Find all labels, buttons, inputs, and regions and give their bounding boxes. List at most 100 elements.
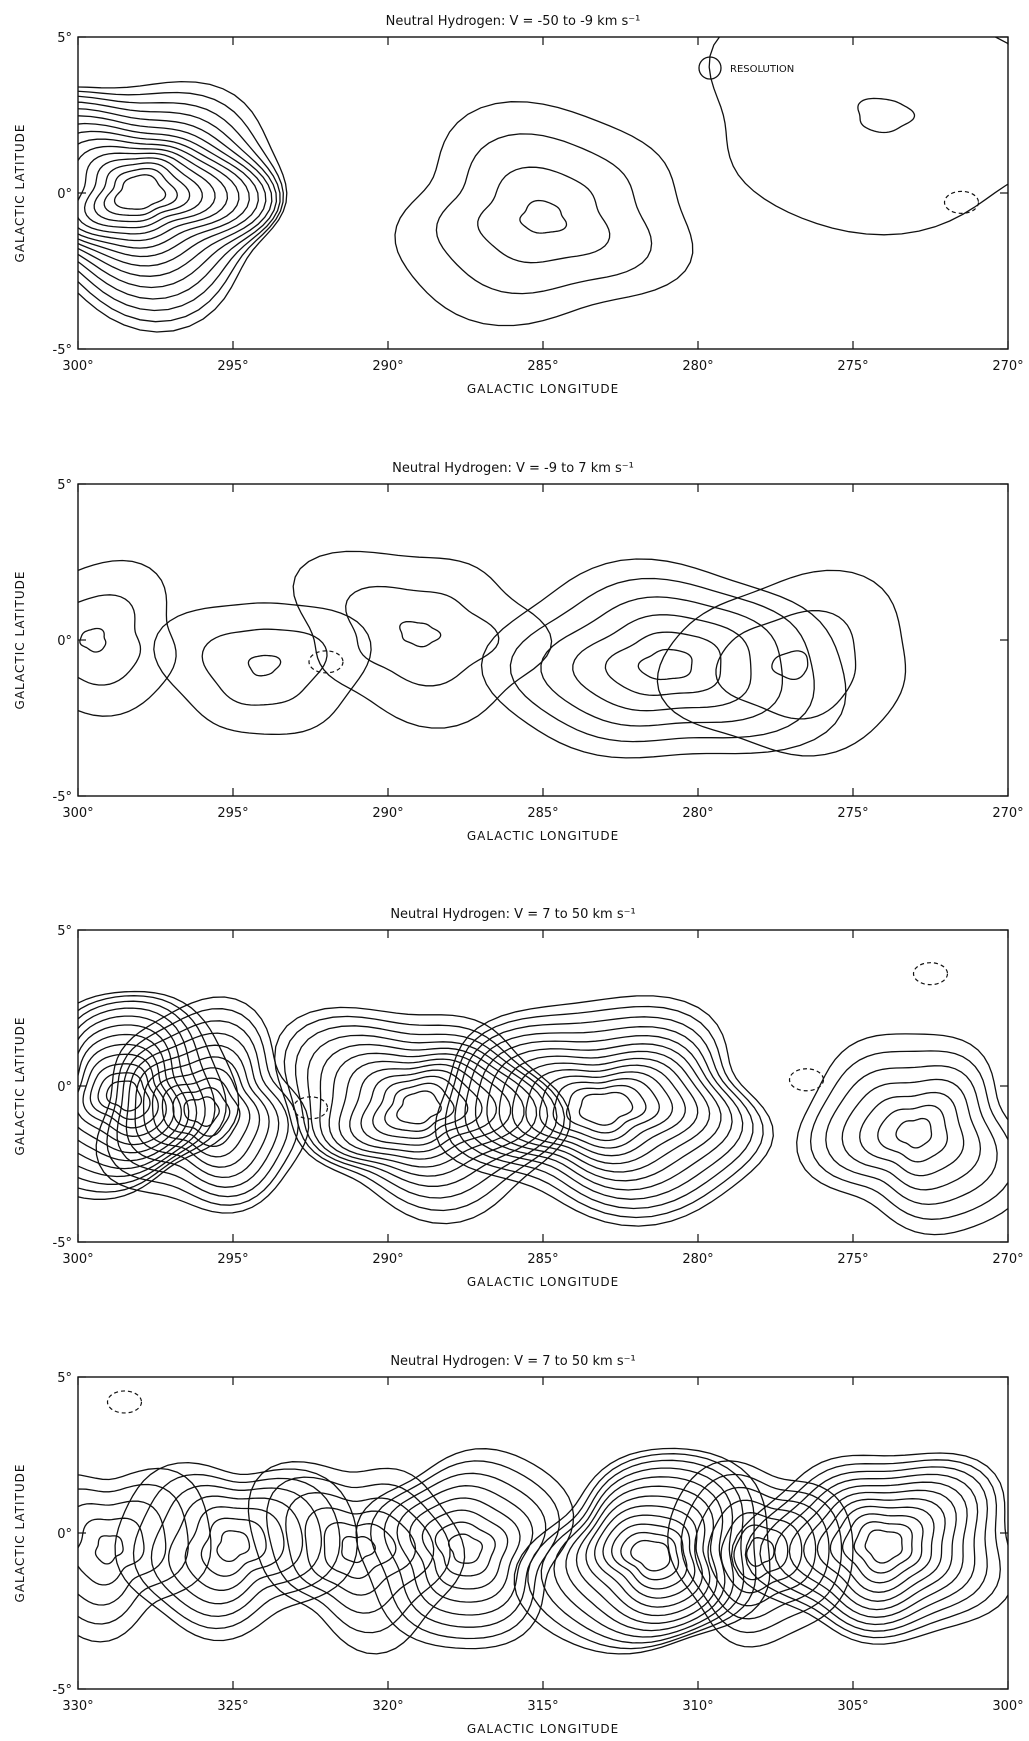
- x-tick-label: 280°: [682, 1252, 713, 1267]
- contour-line: [720, 1512, 803, 1594]
- y-tick-label: -5°: [53, 1236, 72, 1251]
- contour-line: [578, 1091, 634, 1126]
- y-tick-label: -5°: [53, 1683, 72, 1698]
- x-tick-label: 295°: [217, 1252, 248, 1267]
- contour-line: [247, 1461, 466, 1655]
- contour-line: [103, 167, 178, 217]
- contour-line: [565, 1084, 647, 1134]
- contour-line: [201, 628, 328, 706]
- contour-line: [877, 1104, 949, 1163]
- contour-line: [78, 115, 267, 277]
- x-axis-label: GALACTIC LONGITUDE: [467, 1275, 619, 1289]
- contour-line: [78, 559, 177, 717]
- negative-contour: [788, 1068, 825, 1092]
- contour-line: [216, 1530, 251, 1563]
- contour-line: [78, 990, 240, 1200]
- contour-line: [134, 1044, 270, 1179]
- contour-line: [604, 631, 722, 696]
- contour-line: [355, 1448, 575, 1650]
- contour-line: [132, 1473, 341, 1630]
- contour-line: [394, 101, 694, 327]
- contour-line: [540, 596, 784, 727]
- contour-line: [93, 162, 191, 223]
- contour-line: [78, 1015, 198, 1170]
- contour-line: [161, 1077, 241, 1148]
- y-tick-label: 5°: [57, 31, 72, 46]
- contour-line: [895, 1117, 933, 1149]
- contour-line: [285, 1492, 435, 1614]
- x-tick-label: 325°: [217, 1699, 248, 1714]
- x-tick-label: 290°: [372, 359, 403, 374]
- y-tick-label: 0°: [57, 1080, 72, 1095]
- contour-line: [370, 1460, 560, 1640]
- contour-line: [168, 1495, 304, 1605]
- x-axis-label: GALACTIC LONGITUDE: [467, 1722, 619, 1736]
- contour-line: [680, 1473, 843, 1634]
- negative-contour: [912, 962, 949, 986]
- y-axis-label: GALACTIC LATITUDE: [13, 571, 27, 710]
- x-tick-label: 310°: [682, 1699, 713, 1714]
- contour-line: [83, 157, 203, 229]
- contour-line: [150, 1484, 323, 1618]
- contour-line: [809, 1050, 1008, 1220]
- panel-title: Neutral Hydrogen: V = 7 to 50 km s⁻¹: [390, 1354, 635, 1369]
- y-tick-label: 5°: [57, 924, 72, 939]
- contour-line: [172, 1087, 231, 1137]
- contour-line: [306, 1034, 549, 1187]
- x-tick-label: 275°: [837, 806, 868, 821]
- contour-line: [565, 1476, 726, 1632]
- x-tick-label: 290°: [372, 1252, 403, 1267]
- contour-line: [113, 174, 167, 210]
- contour-line: [486, 1043, 722, 1182]
- contour-line: [338, 1058, 512, 1160]
- contour-line: [864, 1529, 903, 1564]
- contour-line: [841, 1513, 924, 1584]
- panel-title: Neutral Hydrogen: V = 7 to 50 km s⁻¹: [390, 907, 635, 922]
- y-tick-label: -5°: [53, 343, 72, 358]
- x-tick-label: 270°: [992, 806, 1023, 821]
- contour-line: [78, 145, 229, 242]
- contour-line: [78, 1500, 167, 1606]
- contour-line: [341, 1535, 376, 1564]
- contour-line: [816, 1498, 946, 1602]
- contour-line: [78, 594, 142, 686]
- x-axis-label: GALACTIC LONGITUDE: [467, 829, 619, 843]
- y-axis-label: GALACTIC LATITUDE: [13, 1464, 27, 1603]
- contour-line: [553, 1467, 735, 1638]
- contour-line: [796, 1033, 1008, 1236]
- contour-line: [78, 1007, 206, 1178]
- x-tick-label: 285°: [527, 806, 558, 821]
- contour-line: [519, 199, 568, 234]
- x-tick-label: 280°: [682, 806, 713, 821]
- x-tick-label: 275°: [837, 1252, 868, 1267]
- x-tick-label: 285°: [527, 1252, 558, 1267]
- contour-line: [78, 130, 250, 258]
- contour-line: [540, 1459, 745, 1644]
- contour-line: [602, 1514, 696, 1599]
- contour-line: [372, 1075, 469, 1140]
- contour-line: [294, 1025, 558, 1199]
- contour-line: [788, 1481, 968, 1618]
- contour-line: [78, 1517, 145, 1586]
- negative-contour: [106, 1390, 143, 1414]
- contour-line: [774, 1473, 979, 1626]
- contour-line: [434, 1521, 496, 1577]
- contour-line: [656, 569, 907, 757]
- contour-line: [383, 1472, 547, 1628]
- contour-line: [421, 1509, 509, 1590]
- contour-line: [707, 1499, 817, 1607]
- y-tick-label: 0°: [57, 1527, 72, 1542]
- panel-v-7-to-50-b: Neutral Hydrogen: V = 7 to 50 km s⁻¹ GAL…: [13, 1354, 1024, 1736]
- contour-line: [630, 1539, 671, 1572]
- contour-line: [384, 1082, 455, 1132]
- contour-line: [184, 1506, 285, 1591]
- x-tick-label: 295°: [217, 359, 248, 374]
- contour-line: [78, 1043, 175, 1146]
- contour-line: [328, 1052, 525, 1168]
- y-tick-label: 5°: [57, 1371, 72, 1386]
- contour-line: [715, 609, 857, 720]
- plot-frame: [77, 36, 1009, 350]
- contour-line: [803, 1489, 957, 1611]
- contour-line: [637, 648, 693, 681]
- x-tick-label: 270°: [992, 359, 1023, 374]
